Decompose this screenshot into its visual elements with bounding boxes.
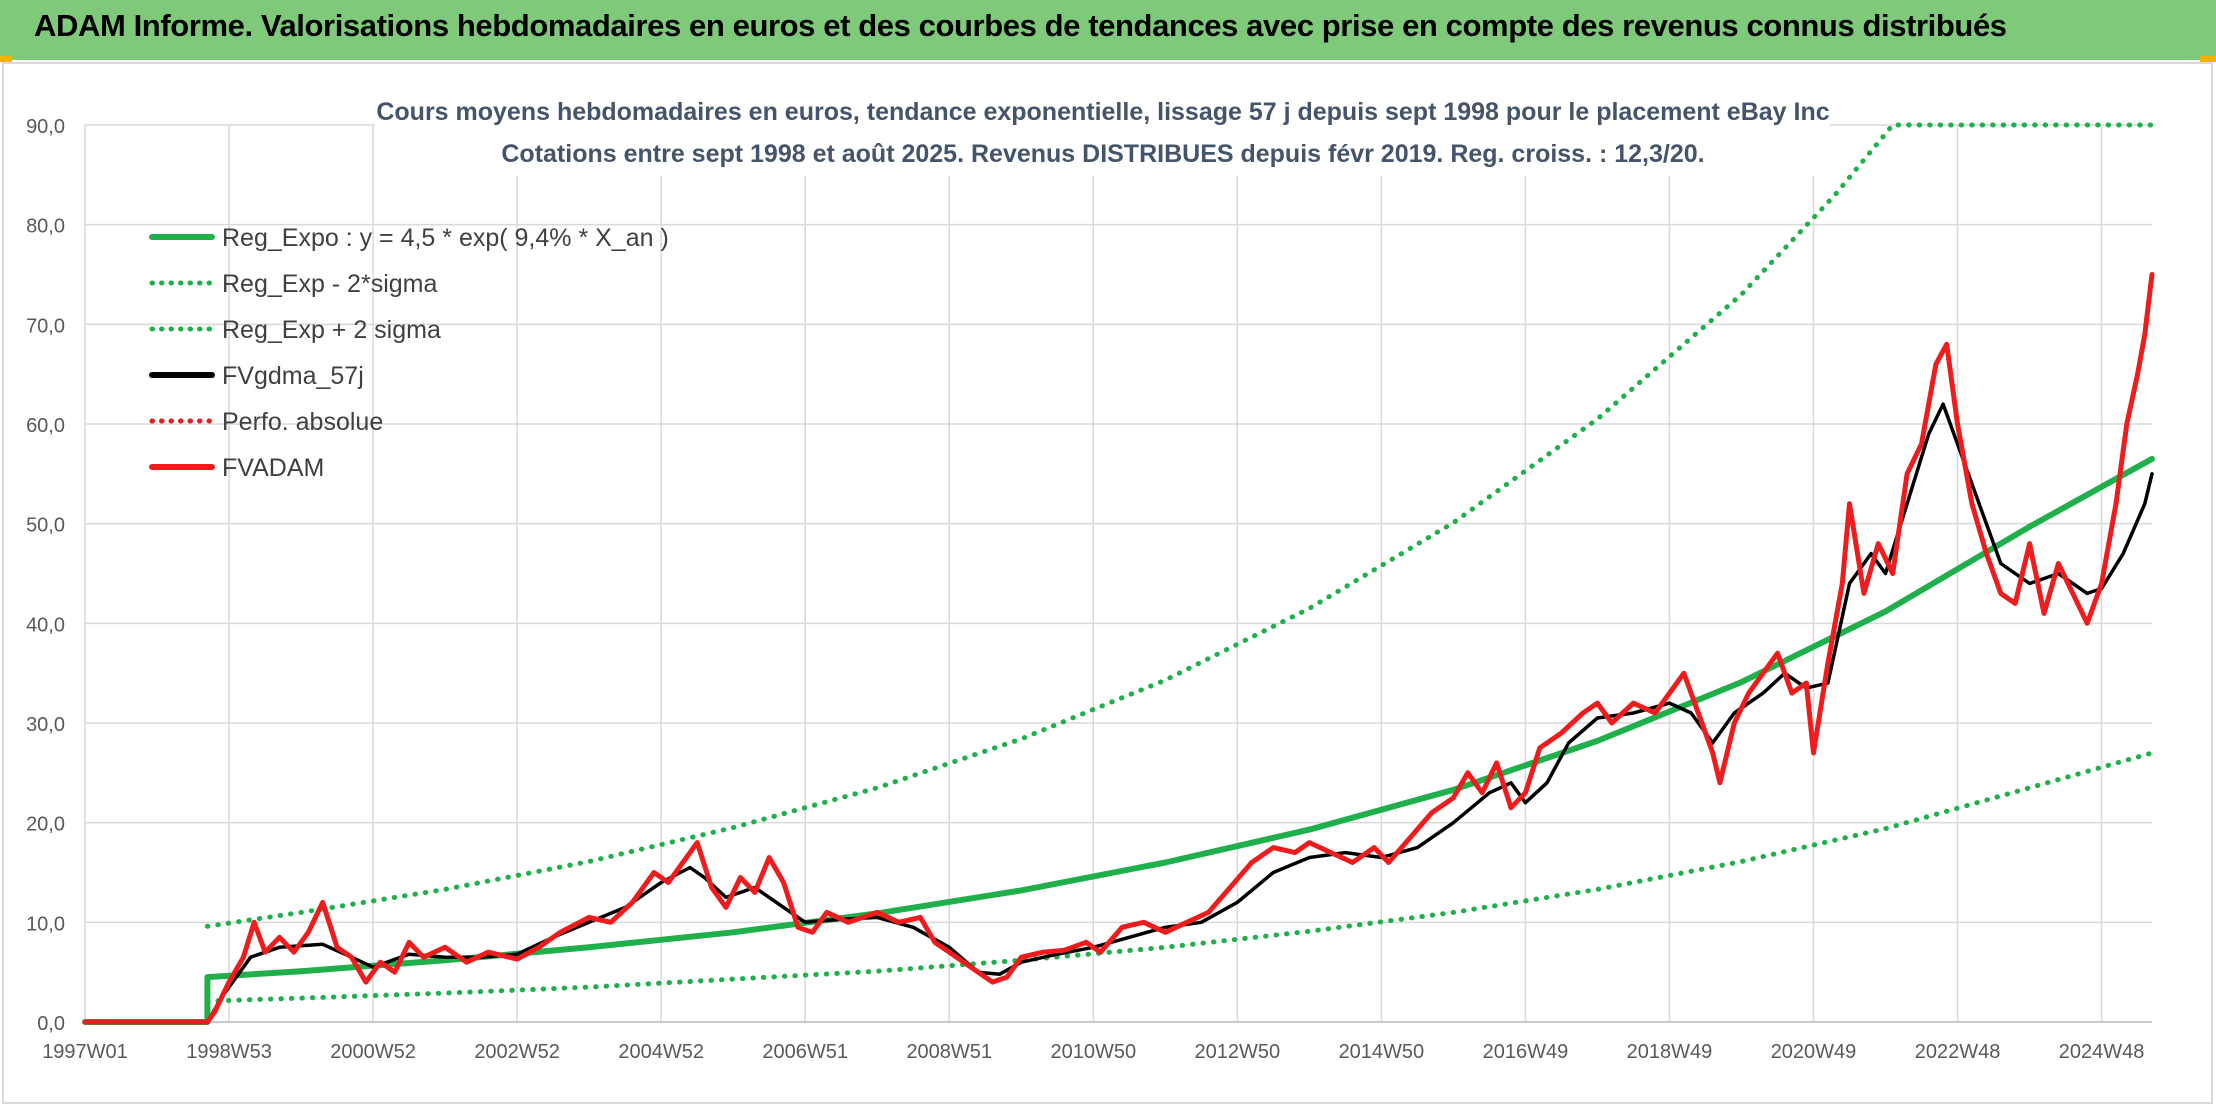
x-tick-label: 2022W48 [1915, 1041, 2001, 1063]
x-tick-label: 2018W49 [1627, 1041, 1713, 1063]
series-line-0 [82, 455, 2155, 1025]
chart-title-block: Cours moyens hebdomadaires en euros, ten… [375, 88, 1830, 176]
page-title: ADAM Informe. Valorisations hebdomadaire… [34, 8, 2007, 43]
series-line-1 [204, 750, 2155, 1004]
chart-title: Cours moyens hebdomadaires en euros, ten… [376, 98, 1829, 126]
legend-label: FVADAM [222, 454, 324, 482]
x-tick-label: 2016W49 [1483, 1041, 1569, 1063]
legend-label: Reg_Exp + 2 sigma [222, 316, 441, 344]
y-tick-label: 90,0 [26, 116, 65, 138]
x-tick-label: 2006W51 [762, 1041, 848, 1063]
y-axis: 0,0 10,0 20,0 30,0 40,0 50,0 60,0 70,0 80,0 90,0 [26, 116, 65, 1035]
x-tick-label: 2020W49 [1771, 1041, 1857, 1063]
y-tick-label: 20,0 [26, 814, 65, 836]
x-tick-label: 1997W01 [42, 1041, 128, 1063]
y-tick-label: 40,0 [26, 614, 65, 636]
chart-subtitle: Cotations entre sept 1998 et août 2025. … [501, 140, 1704, 168]
x-tick-label: 2008W51 [906, 1041, 992, 1063]
x-tick-label: 2012W50 [1195, 1041, 1281, 1063]
chart-area: 0,010,020,030,040,050,060,070,080,090,0 … [2, 62, 2213, 1104]
x-tick-label: 2000W52 [330, 1041, 416, 1063]
legend-label: Reg_Exp - 2*sigma [222, 270, 437, 298]
corner-marker-left [0, 56, 12, 62]
y-tick-label: 50,0 [26, 515, 65, 537]
legend-label: FVgdma_57j [222, 362, 364, 390]
y-tick-label: 30,0 [26, 714, 65, 736]
corner-marker-right [2200, 56, 2216, 62]
x-tick-label: 2002W52 [474, 1041, 560, 1063]
y-tick-label: 10,0 [26, 913, 65, 935]
x-tick-label: 2014W50 [1339, 1041, 1425, 1063]
series-group [82, 122, 2155, 1025]
chart-title-background [375, 88, 1830, 176]
x-tick-label: 2024W48 [2059, 1041, 2145, 1063]
header-bar: ADAM Informe. Valorisations hebdomadaire… [0, 0, 2216, 60]
x-axis: 1997W01 1998W53 2000W52 2002W52 2004W52 2006W… [42, 1021, 2152, 1063]
y-tick-label: 80,0 [26, 216, 65, 238]
x-tick-label: 2010W50 [1050, 1041, 1136, 1063]
legend: Reg_Expo : y = 4,5 * exp( 9,4% * X_an ) R… [149, 224, 669, 482]
y-tick-label: 0,0 [37, 1013, 65, 1035]
y-tick-label: 60,0 [26, 415, 65, 437]
legend-label: Reg_Expo : y = 4,5 * exp( 9,4% * X_an ) [222, 224, 669, 252]
series-line-5 [82, 272, 2155, 1025]
legend-label: Perfo. absolue [222, 408, 383, 436]
y-tick-label: 70,0 [26, 315, 65, 337]
x-tick-label: 1998W53 [186, 1041, 272, 1063]
x-tick-label: 2004W52 [618, 1041, 704, 1063]
